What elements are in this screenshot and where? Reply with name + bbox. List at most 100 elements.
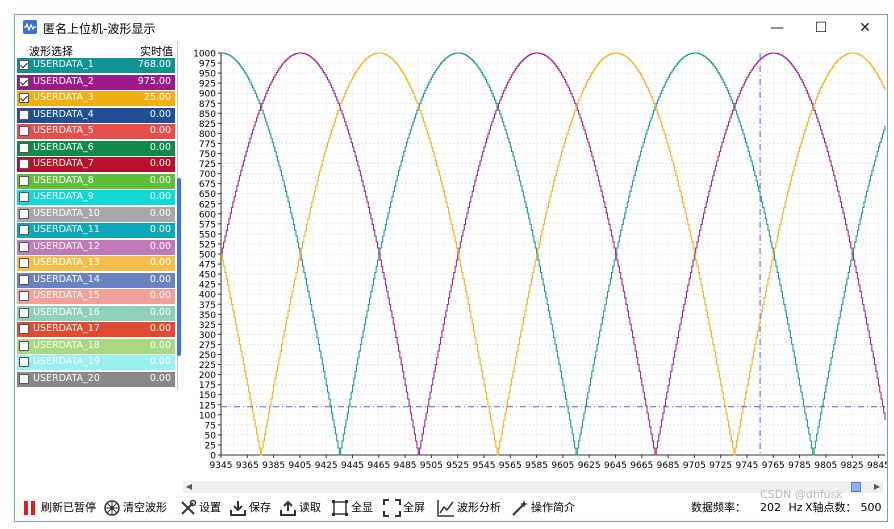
- waveform-row[interactable]: USERDATA_4 0.00: [17, 107, 175, 123]
- scroll-left-icon[interactable]: ◀: [185, 482, 193, 491]
- waveform-name: USERDATA_17: [33, 323, 100, 334]
- x-tick-label: 9425: [315, 461, 338, 471]
- clear-waveform-label: 清空波形: [123, 501, 167, 514]
- waveform-analysis-button[interactable]: 波形分析: [437, 495, 507, 521]
- waveform-checkbox[interactable]: [19, 192, 29, 202]
- data-rate-value: 202: [760, 501, 781, 514]
- waveform-row[interactable]: USERDATA_20 0.00: [17, 371, 175, 387]
- waveform-checkbox[interactable]: [19, 340, 29, 351]
- upload-icon: [280, 500, 296, 516]
- maximize-button[interactable]: ☐: [814, 20, 828, 36]
- settings-label: 设置: [199, 501, 221, 514]
- waveform-row[interactable]: USERDATA_10 0.00: [17, 206, 175, 222]
- waveform-row[interactable]: USERDATA_16 0.00: [17, 305, 175, 321]
- waveform-checkbox[interactable]: [19, 142, 29, 153]
- waveform-value: 0.00: [149, 257, 171, 268]
- waveform-checkbox[interactable]: [19, 307, 29, 318]
- waveform-name: USERDATA_16: [33, 306, 100, 318]
- waveform-row[interactable]: USERDATA_7 0.00: [17, 157, 175, 172]
- waveform-checkbox[interactable]: [19, 93, 29, 103]
- settings-button[interactable]: 设置: [179, 495, 225, 521]
- waveform-value: 0.00: [149, 290, 171, 301]
- waveform-row[interactable]: USERDATA_18 0.00: [17, 338, 175, 354]
- panel-header: 波形选择 实时值: [15, 41, 175, 58]
- data-rate-status: 数据频率： 202 Hz: [691, 495, 803, 521]
- x-tick-label: 9605: [551, 461, 574, 471]
- fit-frame-icon: [332, 500, 348, 516]
- scrollbar-thumb[interactable]: [851, 482, 861, 492]
- waveform-checkbox[interactable]: [19, 291, 29, 301]
- waveform-checkbox[interactable]: [19, 324, 29, 334]
- waveform-row[interactable]: USERDATA_1 768.00: [17, 58, 175, 73]
- waveform-value: 768.00: [137, 59, 171, 70]
- y-tick-label: 0: [210, 452, 216, 462]
- waveform-row[interactable]: USERDATA_15 0.00: [17, 289, 175, 304]
- waveform-checkbox[interactable]: [19, 109, 29, 120]
- waveform-checkbox[interactable]: [19, 258, 29, 268]
- y-tick-label: 450: [199, 271, 216, 281]
- waveform-checkbox[interactable]: [19, 60, 29, 70]
- title-bar[interactable]: 匿名上位机-波形显示 — ☐ ✕: [15, 15, 887, 41]
- waveform-checkbox[interactable]: [19, 241, 29, 252]
- y-tick-label: 25: [205, 441, 216, 451]
- waveform-row[interactable]: USERDATA_2 975.00: [17, 74, 175, 90]
- waveform-checkbox[interactable]: [19, 357, 29, 367]
- waveform-checkbox[interactable]: [19, 159, 29, 169]
- load-button[interactable]: 读取: [279, 495, 325, 521]
- fit-all-button[interactable]: 全显: [331, 495, 377, 521]
- waveform-row[interactable]: USERDATA_9 0.00: [17, 190, 175, 205]
- waveform-checkbox[interactable]: [19, 126, 29, 136]
- y-tick-label: 925: [199, 80, 216, 90]
- close-button[interactable]: ✕: [859, 20, 871, 36]
- waveform-row[interactable]: USERDATA_19 0.00: [17, 355, 175, 370]
- y-tick-label: 400: [199, 291, 216, 301]
- y-tick-label: 125: [199, 401, 216, 411]
- waveform-checkbox[interactable]: [19, 225, 29, 235]
- y-tick-label: 375: [199, 301, 216, 311]
- pause-refresh-button[interactable]: 刷新已暂停: [21, 495, 99, 521]
- x-tick-label: 9465: [367, 461, 390, 471]
- download-icon: [230, 501, 246, 516]
- waveform-chart[interactable]: 0255075100125150175200225250275300325350…: [179, 41, 887, 478]
- waveform-row[interactable]: USERDATA_8 0.00: [17, 173, 175, 189]
- minimize-button[interactable]: —: [770, 20, 784, 36]
- waveform-value: 0.00: [149, 158, 171, 169]
- waveform-checkbox[interactable]: [19, 373, 29, 384]
- waveform-row[interactable]: USERDATA_5 0.00: [17, 124, 175, 139]
- waveform-row[interactable]: USERDATA_6 0.00: [17, 140, 175, 156]
- x-tick-label: 9725: [709, 461, 732, 471]
- waveform-checkbox[interactable]: [19, 76, 29, 87]
- scroll-right-icon[interactable]: ▶: [873, 482, 881, 491]
- x-tick-label: 9385: [262, 461, 285, 471]
- waveform-name: USERDATA_6: [33, 141, 94, 153]
- horizontal-scrollbar[interactable]: ◀ ▶: [183, 481, 883, 493]
- waveform-select-panel: 波形选择 实时值 USERDATA_1 768.00 USERDATA_2 975.0…: [15, 41, 178, 390]
- waveform-row[interactable]: USERDATA_17 0.00: [17, 322, 175, 337]
- waveform-checkbox[interactable]: [19, 208, 29, 219]
- waveform-checkbox[interactable]: [19, 175, 29, 186]
- x-tick-label: 9545: [473, 461, 496, 471]
- waveform-row[interactable]: USERDATA_13 0.00: [17, 256, 175, 271]
- waveform-row[interactable]: USERDATA_14 0.00: [17, 272, 175, 288]
- clear-waveform-button[interactable]: 清空波形: [103, 495, 177, 521]
- save-button[interactable]: 保存: [229, 495, 275, 521]
- x-tick-label: 9745: [735, 461, 758, 471]
- operation-guide-label: 操作简介: [531, 501, 575, 514]
- panel-splitter[interactable]: [177, 178, 181, 356]
- y-tick-label: 75: [205, 421, 216, 431]
- waveform-checkbox[interactable]: [19, 274, 29, 285]
- watermark: CSDN @dhfusk: [760, 488, 843, 501]
- waveform-row[interactable]: USERDATA_3 25.00: [17, 91, 175, 106]
- analysis-chart-icon: [437, 500, 454, 517]
- y-tick-label: 425: [199, 281, 216, 291]
- waveform-row[interactable]: USERDATA_11 0.00: [17, 223, 175, 238]
- y-tick-label: 225: [199, 361, 216, 371]
- waveform-name: USERDATA_14: [33, 273, 100, 285]
- waveform-value: 0.00: [149, 323, 171, 334]
- data-rate-unit: Hz: [788, 501, 803, 514]
- fullscreen-button[interactable]: 全屏: [383, 495, 433, 521]
- waveform-row[interactable]: USERDATA_12 0.00: [17, 239, 175, 255]
- y-tick-label: 750: [199, 150, 216, 160]
- operation-guide-button[interactable]: 操作简介: [511, 495, 585, 521]
- y-tick-label: 800: [199, 130, 216, 140]
